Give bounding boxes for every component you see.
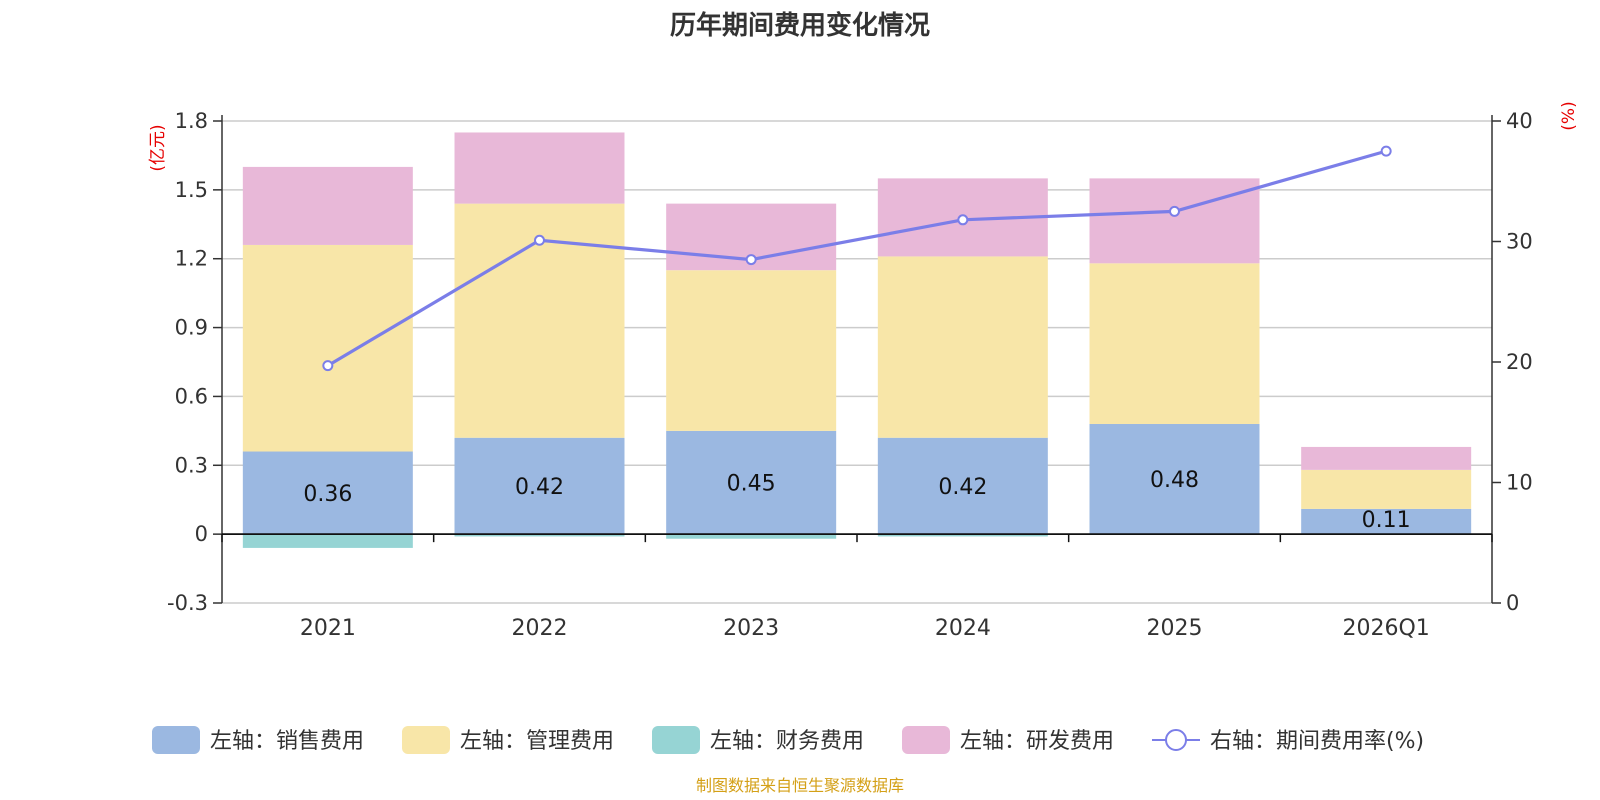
rate-point [534,234,545,246]
left-tick-label: 0.3 [175,453,208,477]
left-tick-label: 1.8 [175,109,208,133]
bar-segment [877,256,1048,438]
category-label: 2025 [1147,616,1203,641]
sales-value-label: 0.48 [1150,468,1199,493]
legend-label: 右轴：期间费用率(%) [1210,729,1424,754]
left-tick-label: 0 [195,522,208,546]
source-note: 制图数据来自恒生聚源数据库 [696,776,904,795]
right-tick-label: 40 [1506,109,1533,133]
legend-label: 左轴：研发费用 [960,729,1114,754]
sales-value-label: 0.45 [727,472,776,497]
legend-swatch [402,726,450,754]
bar-segment [1089,423,1260,535]
bar-segment-finance [242,534,413,548]
bar-segment [1089,263,1260,424]
bar-segment-finance [877,534,1048,537]
bar-segment [1301,508,1472,535]
chart-title: 历年期间费用变化情况 [670,10,930,41]
left-tick-label: 0.6 [175,384,208,408]
rate-line [322,145,1392,372]
bar-segment [1301,446,1472,470]
bar-segment [242,451,413,535]
legend-swatch [902,726,950,754]
left-tick-label: -0.3 [167,591,208,615]
bar-segment [454,132,625,204]
right-tick-label: 20 [1506,350,1533,374]
rate-point [957,214,969,226]
legend-swatch [152,726,200,754]
legend-label: 左轴：管理费用 [460,729,614,754]
bar-segment [666,430,837,535]
rate-point [1380,145,1392,157]
rate-point [745,254,757,266]
category-label: 2023 [723,616,779,641]
bar-labels: 0.36 0.42 0.45 0.42 0.48 0.11 [303,468,1410,533]
bar-segment [454,437,625,535]
bar-segment [666,270,837,431]
category-label: 2021 [300,616,356,641]
sales-value-label: 0.42 [938,475,987,500]
rate-point [322,360,334,372]
axes: -0.3 0 0.3 0.6 0.9 1.2 1.5 1.8 0 10 20 30 40 2021 2022… [167,109,1533,641]
category-label: 2022 [512,616,568,641]
sales-value-label: 0.11 [1362,508,1411,533]
legend-label: 左轴：销售费用 [210,729,364,754]
legend: 左轴：销售费用 左轴：管理费用 左轴：财务费用 左轴：研发费用 右轴：期间费用率(%) [152,726,1424,754]
sales-value-label: 0.36 [303,482,352,507]
bars [242,132,1472,548]
rate-point [1169,205,1180,217]
left-tick-label: 1.2 [175,247,208,271]
category-label: 2026Q1 [1343,616,1430,641]
sales-value-label: 0.42 [515,475,564,500]
bar-segment [242,244,413,452]
left-axis-unit: (亿元) [148,124,168,171]
bar-segment-finance [454,534,625,537]
right-tick-label: 30 [1506,230,1533,254]
left-tick-label: 0.9 [175,316,208,340]
right-axis-unit: (%) [1559,101,1579,130]
bar-segment [1301,469,1472,509]
rate-line-path [327,149,1387,367]
right-tick-label: 10 [1506,471,1533,495]
category-label: 2024 [935,616,991,641]
legend-swatch [652,726,700,754]
right-tick-label: 0 [1506,591,1519,615]
legend-line-marker [1165,729,1187,751]
bar-segment [1089,178,1260,264]
bar-segment [877,437,1048,535]
bar-segment-finance [666,534,837,539]
legend-label: 左轴：财务费用 [710,729,864,754]
bar-segment [242,166,413,245]
left-tick-label: 1.5 [175,178,208,202]
